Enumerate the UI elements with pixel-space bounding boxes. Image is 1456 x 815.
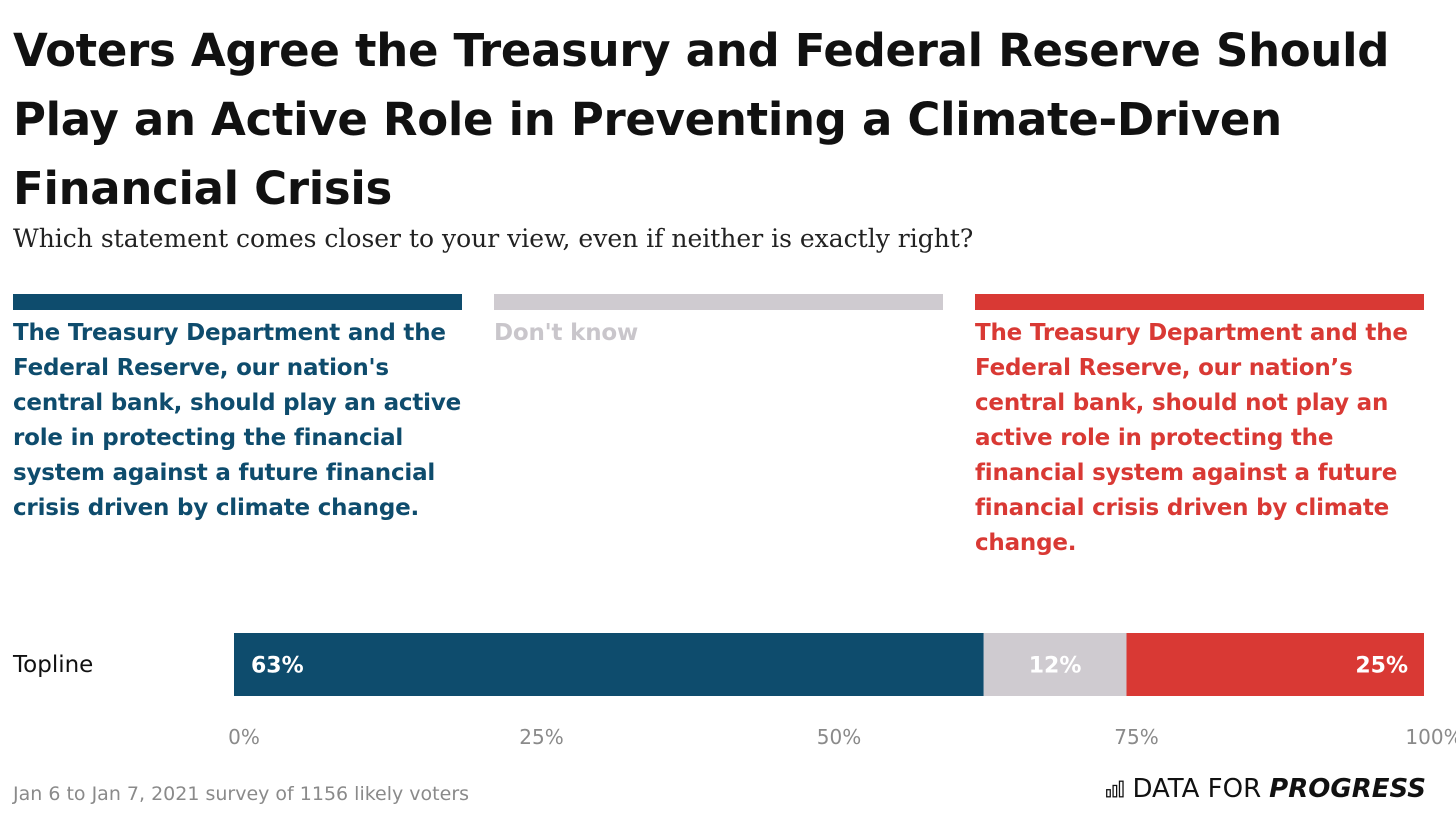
chart-subtitle: Which statement comes closer to your vie… <box>13 224 974 253</box>
x-tick-label-50: 50% <box>817 725 861 749</box>
chart-title: Voters Agree the Treasury and Federal Re… <box>13 24 1390 215</box>
x-tick-label-25: 25% <box>519 725 563 749</box>
brand-name-strong: PROGRESS <box>1269 774 1426 804</box>
x-tick-label-0: 0% <box>228 725 260 749</box>
data-label-support: 63% <box>251 654 304 679</box>
legend-item-support: The Treasury Department and the Federal … <box>13 294 462 526</box>
legend-swatch-oppose <box>975 294 1424 310</box>
bar-segment-dont-know <box>983 633 1127 696</box>
category-label-topline: Topline <box>13 652 94 678</box>
bar-segment-oppose <box>1126 633 1424 696</box>
legend-label-oppose: The Treasury Department and the Federal … <box>975 320 1408 556</box>
bar-segment-support <box>234 633 984 696</box>
legend-label-dont-know: Don't know <box>494 320 639 346</box>
legend-label-support: The Treasury Department and the Federal … <box>13 320 462 521</box>
legend-item-oppose: The Treasury Department and the Federal … <box>975 294 1424 561</box>
bar-chart-icon <box>1106 780 1124 798</box>
x-tick-label-100: 100% <box>1405 725 1456 749</box>
data-label-dont-know: 12% <box>1029 654 1082 679</box>
legend-swatch-support <box>13 294 462 310</box>
survey-footnote: Jan 6 to Jan 7, 2021 survey of 1156 like… <box>13 783 470 805</box>
legend-item-dont-know: Don't know <box>494 294 943 351</box>
data-label-oppose: 25% <box>1355 654 1408 679</box>
brand-name-light: DATA FOR <box>1132 774 1262 804</box>
brand-logo: DATA FOR PROGRESS <box>1106 772 1426 806</box>
legend-swatch-dont-know <box>494 294 943 310</box>
x-tick-label-75: 75% <box>1114 725 1158 749</box>
